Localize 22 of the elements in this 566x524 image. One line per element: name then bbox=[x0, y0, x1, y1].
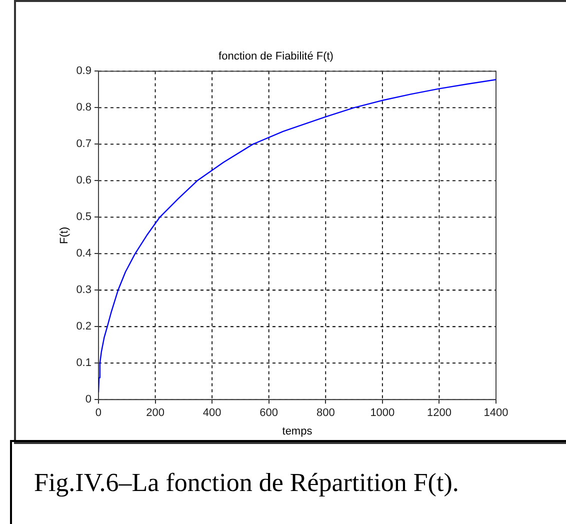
y-tick-label: 0.4 bbox=[76, 248, 92, 260]
y-tick-label: 0.9 bbox=[76, 65, 92, 78]
y-axis-title: F(t) bbox=[58, 226, 71, 244]
y-tick-label: 0.8 bbox=[76, 102, 92, 114]
y-tick-label: 0.3 bbox=[76, 284, 92, 296]
y-tick-label: 0 bbox=[85, 394, 92, 406]
x-tick-label: 1200 bbox=[426, 407, 452, 420]
x-tick-label: 200 bbox=[146, 407, 164, 420]
x-tick-label: 800 bbox=[316, 407, 335, 420]
y-tick-label: 0.7 bbox=[76, 138, 92, 150]
x-tick-label: 400 bbox=[202, 407, 222, 420]
chart-title: fonction de Fiabilité F(t) bbox=[218, 50, 334, 63]
y-tick-label: 0.5 bbox=[76, 211, 92, 224]
y-tick-label: 0.1 bbox=[76, 357, 92, 370]
x-tick-label: 0 bbox=[95, 407, 102, 420]
y-tick-label: 0.6 bbox=[76, 174, 92, 187]
x-axis-title: temps bbox=[282, 425, 313, 438]
x-tick-label: 1000 bbox=[370, 407, 395, 420]
text: Fig.IV.6–La fonction de Répartition F(t). bbox=[10, 440, 566, 524]
y-tick-label: 0.2 bbox=[76, 320, 92, 333]
x-tick-label: 600 bbox=[260, 407, 278, 420]
x-tick-label: 1400 bbox=[484, 407, 508, 420]
